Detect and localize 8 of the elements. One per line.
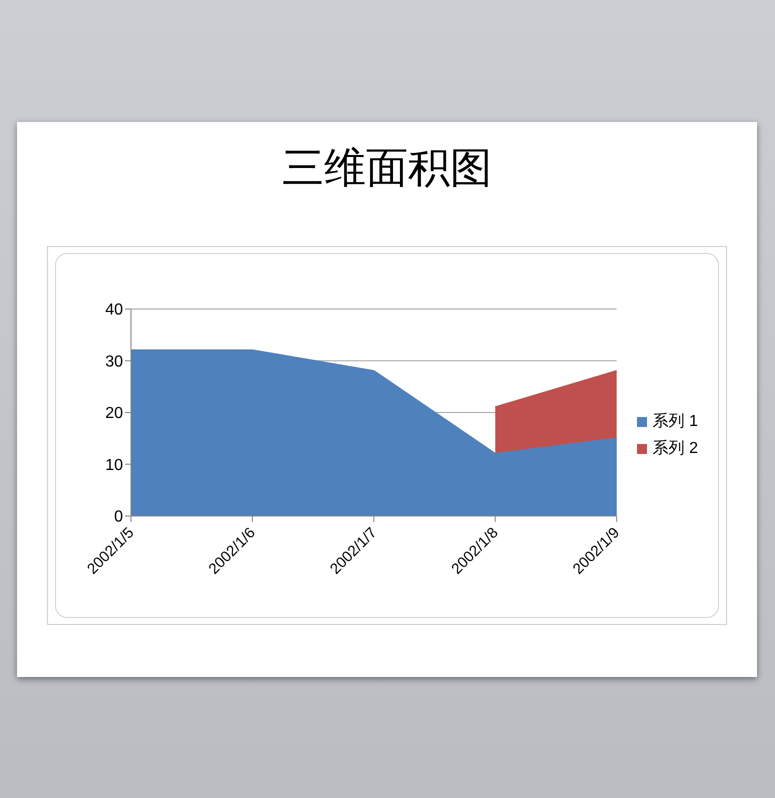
y-tick-label: 10 <box>105 456 124 474</box>
legend-label: 系列 1 <box>652 412 698 432</box>
y-tick-label: 0 <box>114 508 124 526</box>
chart-title: 三维面积图 <box>281 145 493 194</box>
y-tick-label: 30 <box>105 353 124 370</box>
y-tick-label: 20 <box>105 405 124 422</box>
y-tick-label: 40 <box>105 302 124 319</box>
legend-label: 系列 2 <box>652 438 698 459</box>
